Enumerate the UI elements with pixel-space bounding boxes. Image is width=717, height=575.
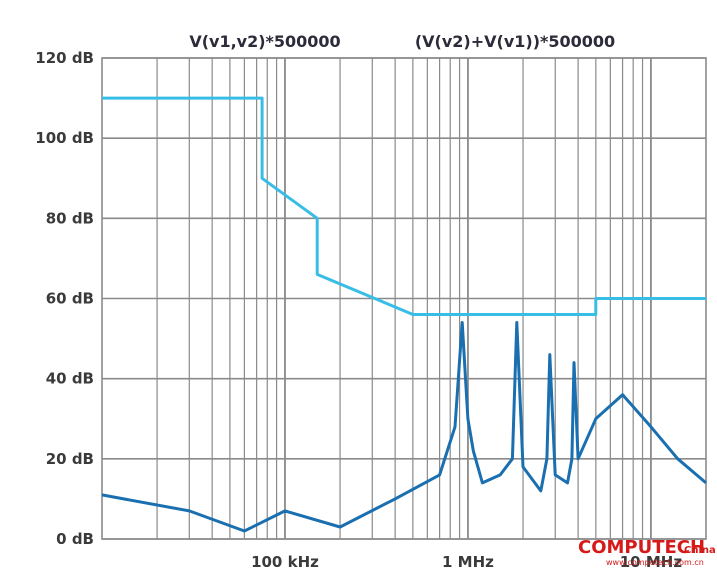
x-axis-tick-labels: 100 kHz 1 MHz 10 MHz — [251, 553, 682, 571]
x-tick-label: 100 kHz — [251, 553, 319, 571]
watermark-url: www.computech.com.cn — [606, 558, 704, 567]
legend-entry: V(v1,v2)*500000 — [189, 32, 340, 51]
watermark-brand: COMPUTECH — [578, 537, 705, 558]
legend: V(v1,v2)*500000 (V(v2)+V(v1))*500000 — [189, 32, 615, 51]
x-tick-label: 10 MHz — [620, 553, 683, 571]
legend-entry: (V(v2)+V(v1))*500000 — [415, 32, 615, 51]
y-axis-tick-labels: 0 dB 20 dB 40 dB 60 dB 80 dB 100 dB 120 dB — [35, 49, 94, 548]
series-layer — [101, 96, 707, 533]
x-tick-label: 1 MHz — [442, 553, 494, 571]
y-tick-label: 20 dB — [46, 450, 94, 468]
series-line — [102, 96, 706, 316]
watermark: COMPUTECH China www.computech.com.cn — [578, 537, 716, 567]
y-tick-label: 0 dB — [56, 530, 94, 548]
y-tick-label: 60 dB — [46, 290, 94, 308]
series-line — [101, 321, 707, 533]
y-tick-label: 40 dB — [46, 370, 94, 388]
watermark-region: China — [684, 545, 716, 556]
y-tick-label: 100 dB — [35, 129, 94, 147]
y-tick-label: 80 dB — [46, 209, 94, 227]
y-tick-label: 120 dB — [35, 49, 94, 67]
